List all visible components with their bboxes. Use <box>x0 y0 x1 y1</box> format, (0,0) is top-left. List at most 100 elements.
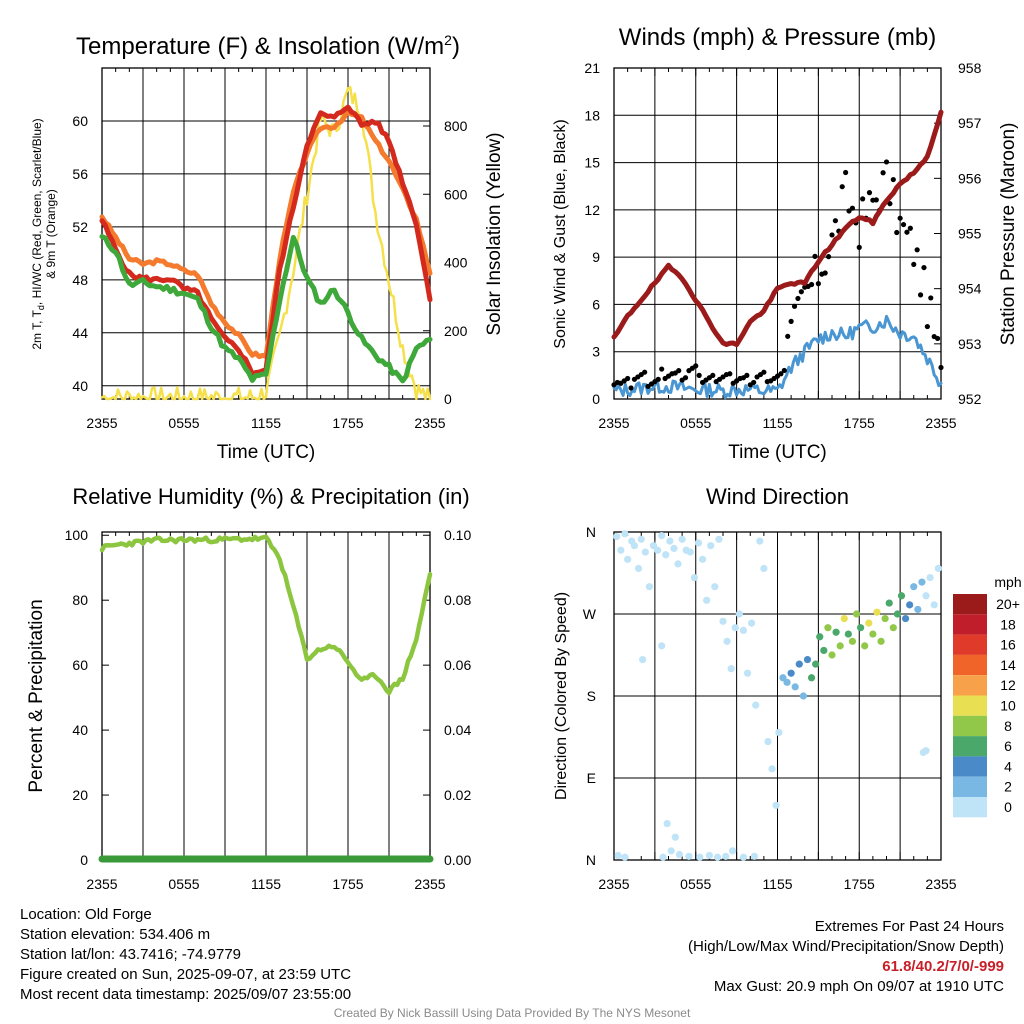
temp-ytick-right-label: 0 <box>444 391 452 407</box>
wind-xlabel: Time (UTC) <box>728 442 827 463</box>
gust-point <box>890 176 896 183</box>
wind-ytick-label: 21 <box>584 60 600 76</box>
extremes-values: 61.8/40.2/7/0/-999 <box>882 958 1004 975</box>
wind-speed-line <box>612 314 943 400</box>
wind-ytick-label: 18 <box>584 107 600 123</box>
legend-swatch <box>953 756 987 777</box>
legend-swatch <box>953 654 987 676</box>
legend-swatch <box>953 634 987 655</box>
direction-point <box>694 539 703 547</box>
rh-ytick-label: 0 <box>80 852 88 868</box>
station-elevation: Station elevation: 534.406 m <box>20 926 211 943</box>
direction-point <box>662 551 670 559</box>
direction-point <box>824 624 832 632</box>
wind-xtick-label: 2355 <box>925 415 956 431</box>
direction-point <box>671 833 679 841</box>
temp-ytick-right-label: 600 <box>444 186 468 202</box>
rh-xtick-label: 2355 <box>86 876 117 892</box>
rh-xtick-label: 1155 <box>251 876 281 892</box>
legend-swatch <box>953 695 987 716</box>
rh-title: Relative Humidity (%) & Precipitation (i… <box>72 484 469 509</box>
gust-point <box>710 372 716 378</box>
rh-ytick-label: 20 <box>72 787 88 803</box>
gust-point <box>897 215 903 221</box>
temp-xtick-label: 2355 <box>86 415 117 431</box>
direction-point <box>685 852 693 860</box>
direction-point <box>930 601 938 609</box>
gust-point <box>849 205 856 211</box>
gust-point <box>808 281 815 288</box>
dir-title: Wind Direction <box>706 484 849 509</box>
direction-point <box>934 564 942 573</box>
gust-point <box>778 371 784 377</box>
direction-point <box>772 801 780 809</box>
gust-point <box>795 295 801 302</box>
temp-ytick-label: 52 <box>72 219 88 235</box>
direction-point <box>922 747 930 755</box>
direction-point <box>637 535 645 543</box>
gust-point <box>825 254 832 260</box>
direction-point <box>812 660 820 668</box>
rh-ytick-label: 40 <box>72 722 88 738</box>
direction-point <box>698 555 707 563</box>
temp-ylabel-right: Solar Insolation (Yellow) <box>484 132 505 335</box>
direction-point <box>663 819 671 828</box>
direction-point <box>645 583 654 591</box>
legend-label: 0 <box>1004 799 1012 815</box>
pressure-line <box>611 109 944 348</box>
gust-point <box>911 261 917 268</box>
dewpoint-line <box>99 233 433 384</box>
direction-point <box>705 851 713 860</box>
direction-point <box>659 853 667 861</box>
temp-xtick-label: 0555 <box>168 415 199 431</box>
direction-point <box>613 532 621 541</box>
credit-line: Created By Nick Bassill Using Data Provi… <box>333 1006 691 1020</box>
direction-point <box>703 596 711 604</box>
temp-ytick-label: 56 <box>72 166 88 182</box>
gust-point <box>682 375 689 381</box>
gust-point <box>900 221 907 228</box>
temp-ytick-right-label: 800 <box>444 118 468 134</box>
direction-point <box>719 617 727 625</box>
direction-point <box>869 630 877 638</box>
direction-point <box>658 532 666 540</box>
direction-point <box>865 619 873 627</box>
direction-point <box>621 530 629 538</box>
direction-point <box>922 592 930 600</box>
direction-point <box>803 655 812 664</box>
wind-ytick-right-label: 958 <box>958 60 982 76</box>
dir-ytick-label: N <box>586 852 596 868</box>
gust-point <box>860 196 866 202</box>
wind-xtick-label: 1755 <box>844 415 875 431</box>
temp-ytick-right-label: 200 <box>444 323 468 339</box>
wind-ytick-right-label: 952 <box>958 391 982 407</box>
wind-ytick-right-label: 953 <box>958 336 982 352</box>
direction-point <box>897 592 906 600</box>
rh-xtick-label: 1755 <box>332 876 363 892</box>
rh-ytick-right-label: 0.00 <box>444 852 471 868</box>
direction-point <box>852 610 861 618</box>
gust-point <box>628 385 634 391</box>
wind-ytick-label: 0 <box>592 391 600 407</box>
gust-point <box>866 190 873 196</box>
legend-label: 6 <box>1004 738 1012 754</box>
dir-ylabel: Direction (Colored By Speed) <box>553 592 570 800</box>
legend-label: 16 <box>1000 637 1016 653</box>
direction-point <box>861 642 869 650</box>
temp-ytick-right-label: 400 <box>444 255 468 271</box>
temp-title: Temperature (F) & Insolation (W/m2) <box>76 32 460 60</box>
direction-point <box>696 853 704 861</box>
gust-point <box>938 364 944 371</box>
rh-xtick-label: 0555 <box>168 876 199 892</box>
dir-xtick-label: 1155 <box>762 876 792 892</box>
direction-point <box>768 765 776 773</box>
gust-point <box>880 170 886 176</box>
legend-label: 8 <box>1004 718 1012 734</box>
gust-point <box>928 295 934 301</box>
rh-ytick-label: 60 <box>72 657 88 673</box>
gust-point <box>785 333 791 339</box>
temp-xtick-label: 2355 <box>414 415 445 431</box>
direction-point <box>723 637 731 645</box>
direction-point <box>791 683 799 691</box>
